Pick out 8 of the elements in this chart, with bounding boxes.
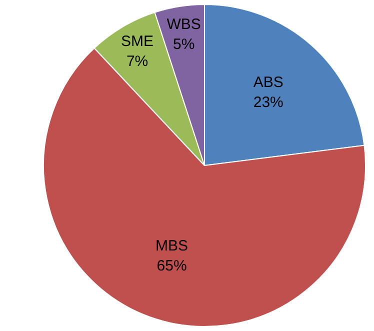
slice-label: SME <box>121 33 154 50</box>
slice-label: MBS <box>156 238 188 255</box>
slice-label: ABS <box>253 74 284 92</box>
slice-label: WBS <box>166 16 201 34</box>
data-label: 23% <box>253 94 284 112</box>
data-label: 5% <box>173 36 195 54</box>
data-label: 65% <box>156 258 187 275</box>
data-label: 7% <box>126 53 148 70</box>
